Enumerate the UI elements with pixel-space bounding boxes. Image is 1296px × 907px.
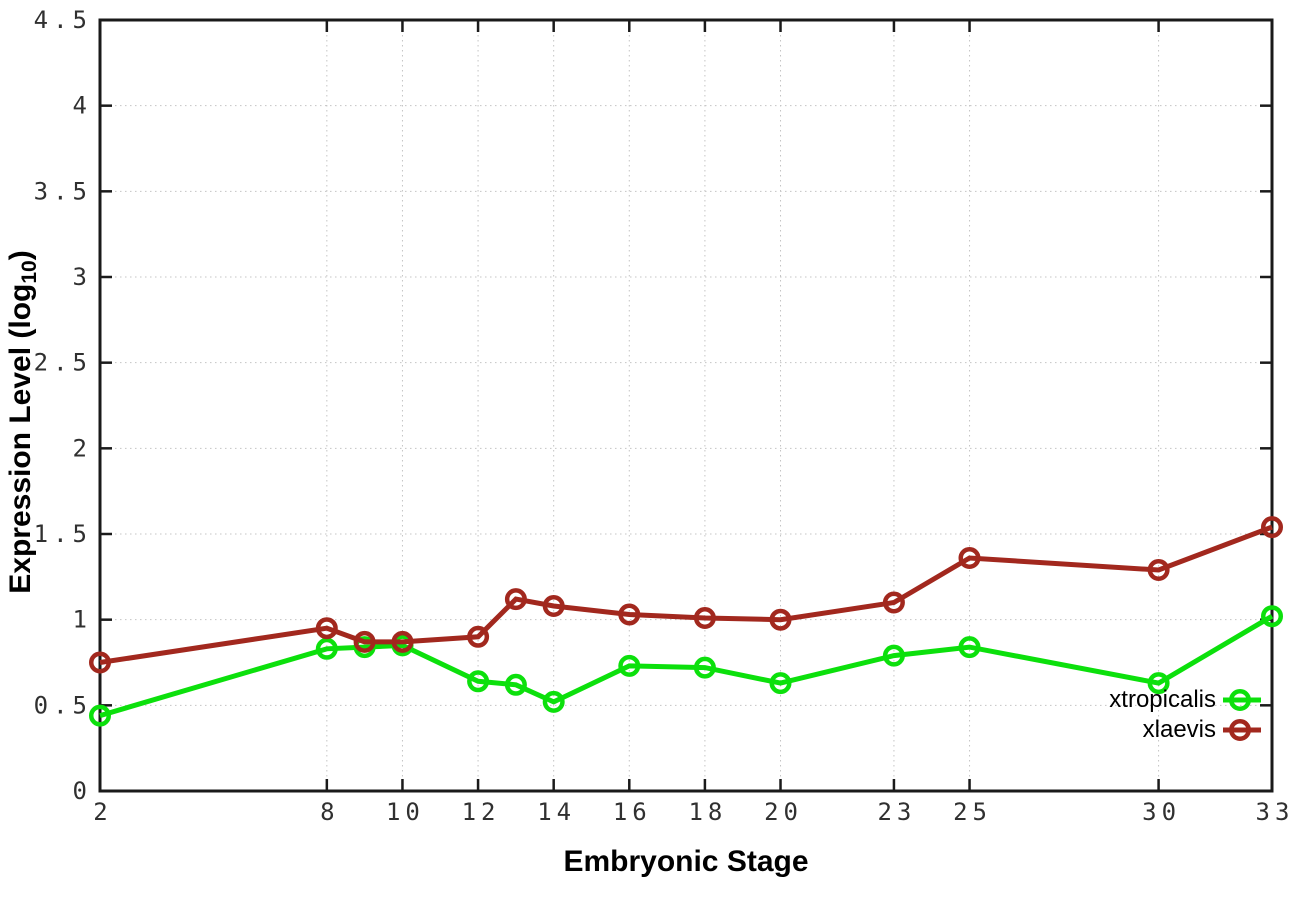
data-point-xlaevis <box>542 595 565 617</box>
legend-sample-marker-xtropicalis <box>1229 689 1251 711</box>
y-tick-label: 2 <box>73 434 92 462</box>
y-axis-title: Expression Level (log10) <box>4 32 42 812</box>
legend-label-xtropicalis: xtropicalis <box>1109 686 1216 713</box>
data-point-xtropicalis <box>882 644 905 667</box>
y-tick-label: 0 <box>73 777 92 805</box>
x-axis-title: Embryonic Stage <box>563 845 809 878</box>
data-point-xtropicalis <box>504 673 527 696</box>
data-point-xlaevis <box>1261 516 1283 539</box>
data-point-xlaevis <box>1147 559 1170 581</box>
x-tick-label: 8 <box>320 798 339 826</box>
data-point-xlaevis <box>769 608 792 631</box>
data-point-xlaevis <box>353 630 376 653</box>
data-point-xtropicalis <box>467 670 490 693</box>
y-tick-label: 1.5 <box>34 520 92 548</box>
data-point-xtropicalis <box>769 672 792 695</box>
data-point-xtropicalis <box>1261 605 1283 628</box>
data-point-xlaevis <box>467 625 490 648</box>
y-axis-title-subscript: 10 <box>18 260 41 284</box>
y-tick-label: 2.5 <box>34 349 92 377</box>
x-tick-label: 20 <box>764 798 803 826</box>
x-tick-label: 10 <box>386 798 425 826</box>
x-tick-label: 2 <box>93 798 112 826</box>
x-tick-label: 23 <box>877 798 916 826</box>
data-point-xtropicalis <box>618 654 641 677</box>
data-point-xtropicalis <box>693 656 716 679</box>
data-point-xlaevis <box>958 547 981 569</box>
x-tick-label: 14 <box>537 798 576 826</box>
data-point-xlaevis <box>693 607 716 629</box>
x-tick-label: 12 <box>462 798 501 826</box>
data-point-xlaevis <box>618 603 641 626</box>
data-point-xtropicalis <box>89 704 111 727</box>
x-tick-label: 18 <box>688 798 727 826</box>
y-axis-title-text: Expression Level (log <box>4 283 37 594</box>
x-tick-label: 25 <box>953 798 992 826</box>
y-tick-label: 3 <box>73 263 92 291</box>
plot-border <box>98 18 1274 793</box>
y-tick-label: 0.5 <box>34 691 92 719</box>
y-tick-label: 4 <box>73 92 92 120</box>
data-point-xlaevis <box>882 591 905 614</box>
data-point-xtropicalis <box>542 690 565 713</box>
data-point-xlaevis <box>315 617 338 640</box>
y-tick-label: 1 <box>73 606 92 634</box>
data-point-xlaevis <box>391 630 414 653</box>
legend-sample-marker-xlaevis <box>1229 719 1251 741</box>
data-point-xtropicalis <box>315 637 338 660</box>
data-point-xtropicalis <box>958 636 981 659</box>
y-tick-label: 4.5 <box>34 6 92 34</box>
x-tick-label: 30 <box>1142 798 1181 826</box>
data-point-xlaevis <box>504 588 527 611</box>
data-point-xtropicalis <box>1147 672 1170 695</box>
y-tick-label: 3.5 <box>34 177 92 205</box>
series-line-xlaevis <box>99 524 1273 665</box>
y-axis-title-close: ) <box>4 250 37 261</box>
x-tick-label: 33 <box>1256 798 1295 826</box>
legend-label-xlaevis: xlaevis <box>1142 716 1216 743</box>
x-tick-label: 16 <box>613 798 652 826</box>
data-point-xlaevis <box>89 651 111 674</box>
